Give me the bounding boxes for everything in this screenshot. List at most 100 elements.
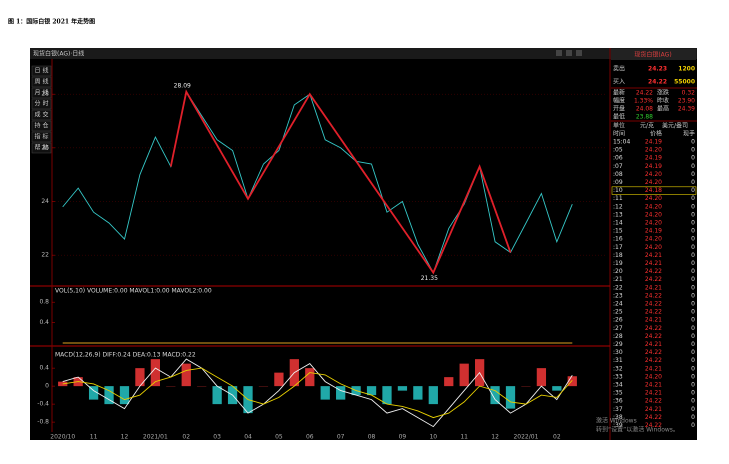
quote-label: 买入 xyxy=(613,78,625,86)
toolbar-label: 月 线 xyxy=(35,89,49,97)
table-cell: :38 xyxy=(613,414,623,421)
row-highlight[interactable] xyxy=(611,186,697,195)
y-tick-label: 28 xyxy=(41,91,49,98)
icon[interactable] xyxy=(556,50,562,56)
icon[interactable] xyxy=(566,50,572,56)
table-cell: :19 xyxy=(613,260,623,267)
x-tick-label: 04 xyxy=(244,434,252,441)
series-line xyxy=(62,367,573,419)
toolbar-label: 帮 助 xyxy=(35,144,49,152)
table-cell: 0 xyxy=(691,195,695,202)
bar xyxy=(274,372,284,387)
table-cell: :28 xyxy=(613,333,623,340)
table-cell: :20 xyxy=(613,268,623,275)
table-cell: :24 xyxy=(613,301,623,308)
bar xyxy=(104,386,114,405)
table-cell: 0 xyxy=(691,211,695,218)
toolbar-button[interactable] xyxy=(31,76,52,88)
table-cell: 24.21 xyxy=(645,317,662,324)
toolbar-button[interactable] xyxy=(31,131,52,143)
x-tick-label: 07 xyxy=(337,434,345,441)
watermark: 转到“设置”以激活 Windows。 xyxy=(596,426,679,434)
x-tick-label: 12 xyxy=(121,434,129,441)
table-cell: :36 xyxy=(613,398,623,405)
quote-title-bg xyxy=(611,49,696,60)
y-tick-label: 24 xyxy=(41,198,49,205)
stat: 24.22 xyxy=(636,90,653,97)
table-cell: 0 xyxy=(691,292,695,299)
table-cell: 24.21 xyxy=(645,390,662,397)
table-header: 现手 xyxy=(683,130,695,138)
table-cell: 0 xyxy=(691,365,695,372)
bar xyxy=(428,386,438,405)
table-cell: :21 xyxy=(613,276,623,283)
bar xyxy=(150,359,160,387)
table-cell: :23 xyxy=(613,292,623,299)
stat: 1.33% xyxy=(634,98,653,105)
table-cell: 0 xyxy=(691,349,695,356)
toolbar-label: 持 仓 xyxy=(35,122,49,130)
table-cell: 24.22 xyxy=(645,309,662,316)
table-cell: 24.19 xyxy=(645,139,662,146)
x-tick-label: 02 xyxy=(182,434,190,441)
trend-line xyxy=(169,89,512,275)
bar xyxy=(366,386,377,396)
stat: 幅度 xyxy=(613,97,625,105)
toolbar-button[interactable] xyxy=(31,109,52,121)
table-cell: 24.19 xyxy=(645,163,662,170)
toolbar-button[interactable] xyxy=(31,65,52,77)
table-cell: 0 xyxy=(691,276,695,283)
table-cell: 24.21 xyxy=(645,284,662,291)
table-cell: 0 xyxy=(691,373,695,380)
toolbar-button[interactable] xyxy=(31,98,52,110)
bar xyxy=(135,368,145,387)
x-tick-label: 03 xyxy=(213,434,221,441)
icon[interactable] xyxy=(576,50,582,56)
table-cell: 24.19 xyxy=(645,155,662,162)
table-cell: :32 xyxy=(613,365,623,372)
table-cell: :11 xyxy=(613,195,623,202)
table-cell: 24.21 xyxy=(645,341,662,348)
table-cell: 0 xyxy=(691,268,695,275)
table-cell: 24.22 xyxy=(645,357,662,364)
table-cell: 0 xyxy=(691,284,695,291)
table-cell: 24.20 xyxy=(645,179,662,186)
bar xyxy=(459,363,469,387)
x-tick-label: 11 xyxy=(90,434,98,441)
table-cell: 0 xyxy=(691,414,695,421)
stat: 最低 xyxy=(613,113,625,121)
table-cell: :25 xyxy=(613,309,623,316)
x-tick-label: 10 xyxy=(429,434,437,441)
bar xyxy=(536,368,547,387)
table-cell: 24.22 xyxy=(645,398,662,405)
table-cell: 24.21 xyxy=(645,365,662,372)
x-tick-label: 11 xyxy=(460,434,468,441)
table-cell: 0 xyxy=(691,236,695,243)
table-cell: 0 xyxy=(691,163,695,170)
table-cell: 0 xyxy=(691,179,695,186)
x-tick-label: 2020/10 xyxy=(50,434,75,441)
unit-header: 元/克 xyxy=(640,122,654,130)
bar xyxy=(490,386,500,405)
table-cell: 0 xyxy=(691,357,695,364)
table-cell: 15:04 xyxy=(613,139,630,146)
stat: 23.88 xyxy=(636,114,653,121)
table-header: 时间 xyxy=(613,130,625,138)
table-cell: 0 xyxy=(691,147,695,154)
table-cell: 24.21 xyxy=(645,406,662,413)
table-cell: 24.21 xyxy=(645,252,662,259)
x-tick-label: 12 xyxy=(491,434,499,441)
bar xyxy=(212,386,222,405)
table-cell: 0 xyxy=(691,220,695,227)
table-cell: 0 xyxy=(691,382,695,389)
table-cell: 24.22 xyxy=(645,276,662,283)
toolbar-button[interactable] xyxy=(31,120,52,132)
table-cell: 0 xyxy=(691,398,695,405)
bar xyxy=(181,363,191,387)
toolbar-button[interactable] xyxy=(31,87,52,99)
toolbar-label: 周 线 xyxy=(35,78,49,86)
table-cell: :37 xyxy=(613,406,623,413)
toolbar-label: 指 标 xyxy=(35,133,49,141)
table-cell: 24.22 xyxy=(645,422,662,429)
toolbar-button[interactable] xyxy=(31,142,52,154)
